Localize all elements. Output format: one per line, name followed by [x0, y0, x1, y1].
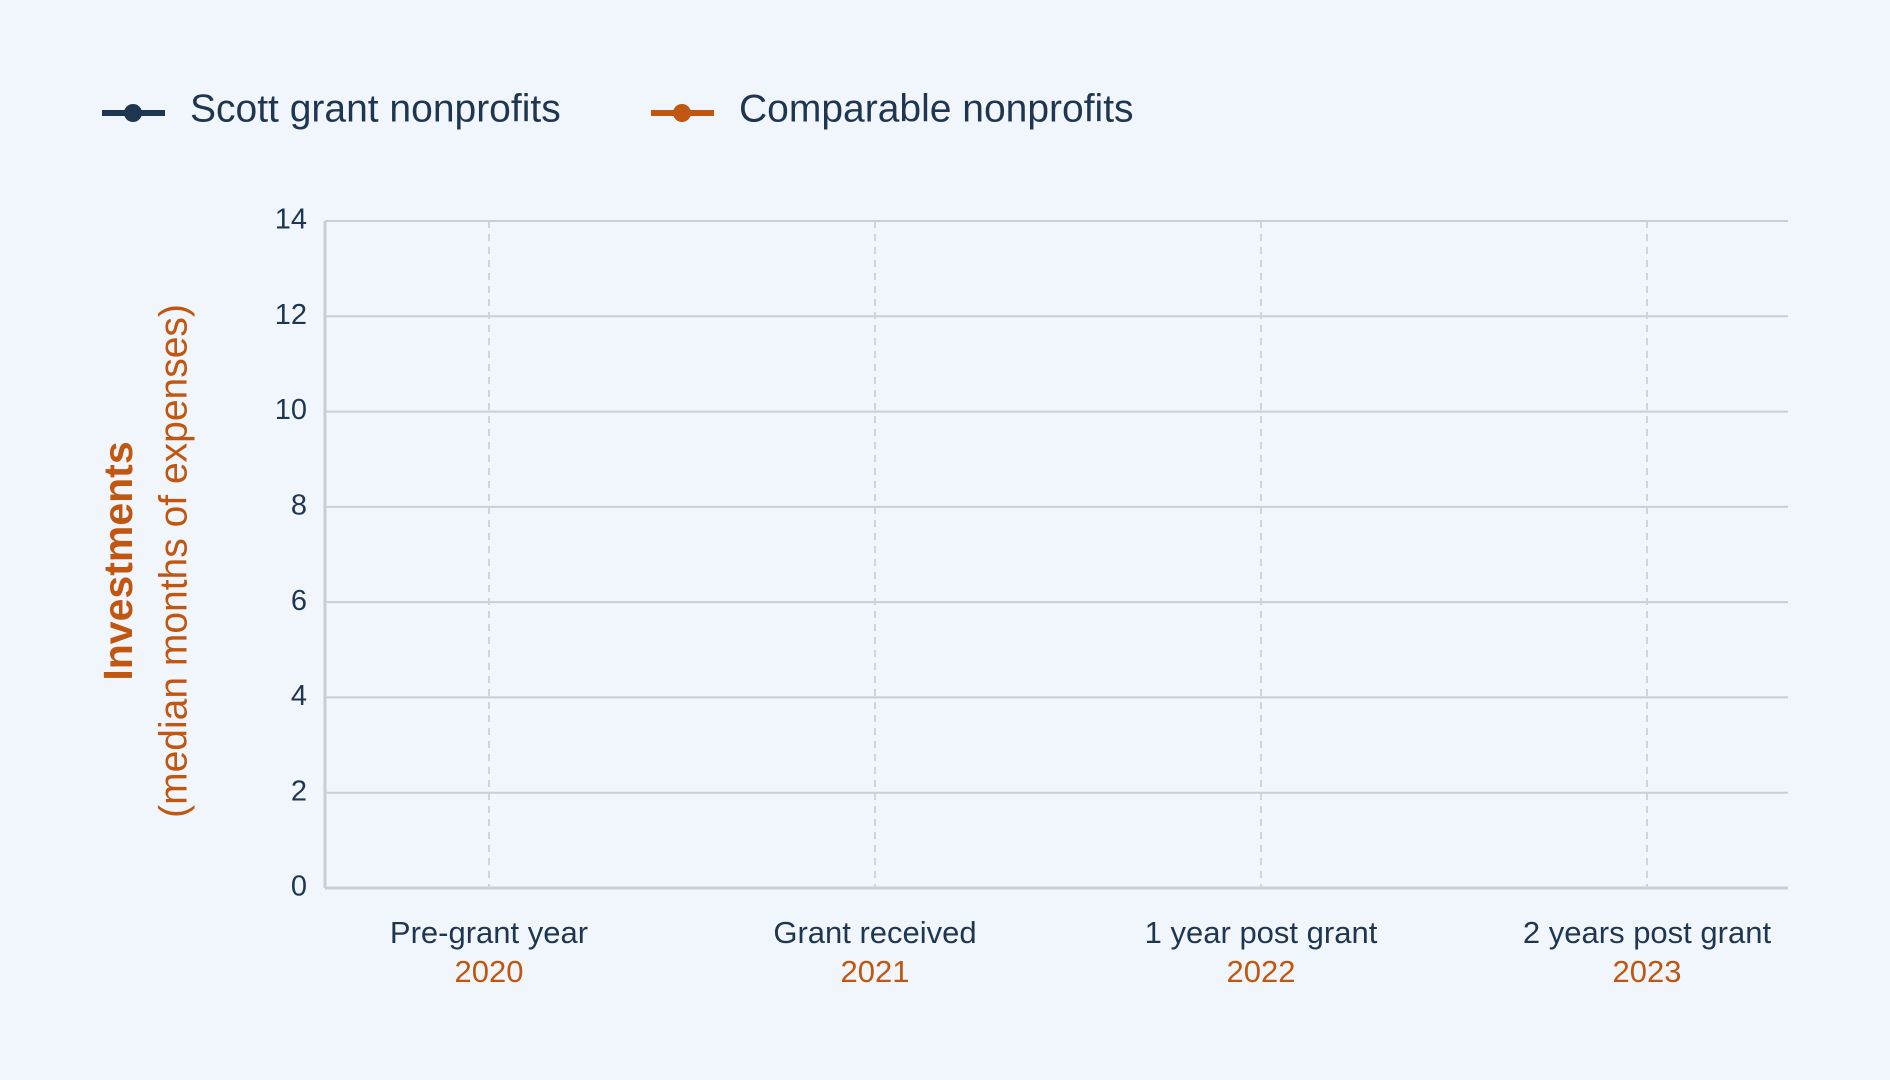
y-tick-label: 14	[275, 204, 307, 236]
x-tick-year: 2023	[1613, 954, 1682, 989]
x-tick-label: Pre-grant year	[390, 915, 588, 950]
y-tick-label: 12	[275, 299, 307, 331]
y-tick-label: 4	[291, 680, 307, 712]
legend-marker	[673, 104, 691, 122]
y-axis-label: Investments (median months of expenses)	[95, 304, 195, 818]
x-tick-year: 2020	[455, 954, 524, 989]
legend-marker	[124, 104, 142, 122]
legend-label: Comparable nonprofits	[739, 87, 1134, 130]
x-tick-label: 2 years post grant	[1523, 915, 1772, 950]
y-axis-subtitle: (median months of expenses)	[152, 304, 195, 818]
y-axis-title: Investments	[95, 441, 141, 680]
y-tick-label: 2	[291, 775, 307, 807]
x-tick-label: 1 year post grant	[1145, 915, 1378, 950]
x-tick-year: 2021	[841, 954, 910, 989]
y-tick-label: 0	[291, 871, 307, 903]
x-tick-year: 2022	[1227, 954, 1296, 989]
x-tick-label: Grant received	[773, 915, 976, 950]
legend-label: Scott grant nonprofits	[190, 87, 561, 130]
y-tick-label: 10	[275, 394, 307, 426]
y-tick-label: 6	[291, 585, 307, 617]
y-tick-label: 8	[291, 490, 307, 522]
